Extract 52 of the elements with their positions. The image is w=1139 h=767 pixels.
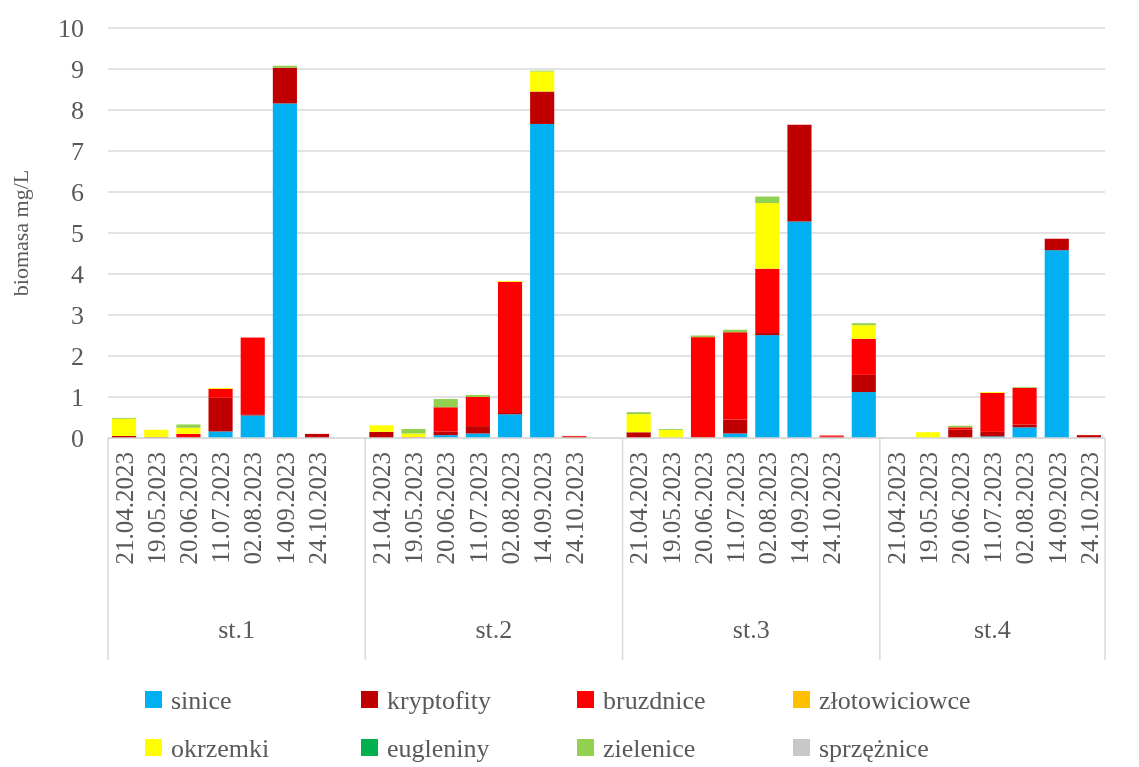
text: st.3 [732,615,770,644]
x-tick-label: 21.04.2023 [625,452,653,565]
x-tick-label: 14.09.2023 [786,452,814,565]
y-tick-label: 7 [71,137,84,167]
x-tick-label: 11.07.2023 [464,452,492,564]
x-tick-label: 14.09.2023 [528,452,556,565]
legend-label: sinice [171,686,232,716]
y-tick-label: 3 [71,301,84,331]
x-tick-label: 24.10.2023 [818,452,846,565]
x-tick-label: 02.08.2023 [1011,452,1039,565]
text: st.2 [475,615,513,644]
x-tick-label: 19.05.2023 [914,452,942,565]
legend-label: eugleniny [387,734,490,764]
x-tick-label: 14.09.2023 [271,452,299,565]
y-tick-label: 1 [71,383,84,413]
x-tick-label: 24.10.2023 [561,452,589,565]
legend-label: kryptofity [387,686,491,716]
x-tick-label: 02.08.2023 [496,452,524,565]
x-tick-label: 21.04.2023 [882,452,910,565]
x-tick-label: 02.08.2023 [754,452,782,565]
x-tick-label: 02.08.2023 [239,452,267,565]
legend-label: sprzężnice [819,734,929,764]
y-tick-label: 9 [71,55,84,85]
x-tick-label: 24.10.2023 [1075,452,1103,565]
x-tick-label: 20.06.2023 [432,452,460,565]
legend-label: zielenice [603,734,696,764]
x-tick-label: 21.04.2023 [368,452,396,565]
x-tick-label: 19.05.2023 [142,452,170,565]
x-tick-label: 20.06.2023 [947,452,975,565]
x-tick-label: 20.06.2023 [689,452,717,565]
x-tick-label: 19.05.2023 [657,452,685,565]
x-tick-label: 21.04.2023 [110,452,138,565]
y-tick-label: 5 [71,219,84,249]
text: st.1 [218,615,256,644]
x-tick-label: 11.07.2023 [979,452,1007,564]
x-tick-label: 14.09.2023 [1043,452,1071,565]
x-tick-label: 20.06.2023 [175,452,203,565]
legend-label: bruzdnice [603,686,706,716]
y-tick-label: 10 [58,14,84,44]
x-tick-label: 11.07.2023 [207,452,235,564]
y-tick-label: 0 [71,424,84,454]
x-tick-label: 11.07.2023 [721,452,749,564]
y-tick-label: 2 [71,342,84,372]
legend-label: złotowiciowce [819,686,971,716]
y-tick-label: 8 [71,96,84,126]
x-tick-label: 19.05.2023 [400,452,428,565]
text: st.4 [974,615,1011,644]
y-tick-label: 6 [71,178,84,208]
legend-label: okrzemki [171,734,270,764]
y-tick-label: 4 [71,260,84,290]
x-tick-label: 24.10.2023 [303,452,331,565]
y-axis-title: biomasa mg/L [8,169,33,297]
